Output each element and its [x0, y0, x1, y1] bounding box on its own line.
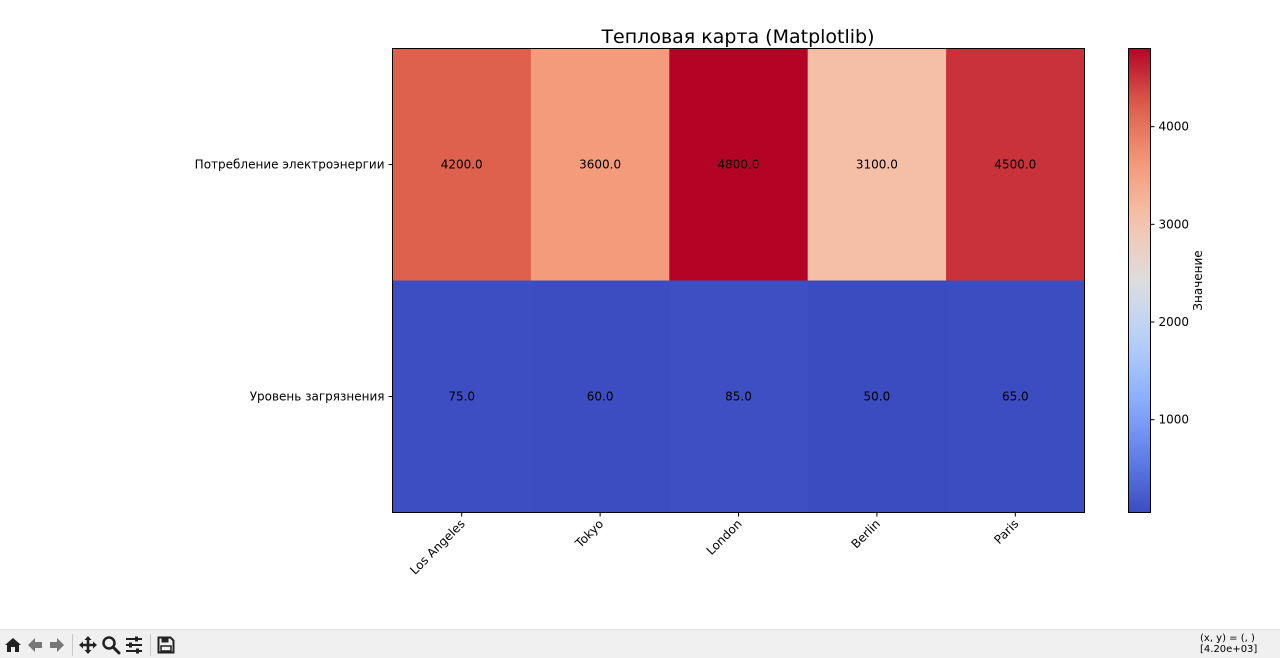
x-tick-label: Tokyo — [572, 517, 606, 551]
cell-labels: 4200.0 3600.0 4800.0 3100.0 4500.0 75.0 60.0 85… — [441, 158, 1037, 404]
home-icon — [5, 638, 21, 652]
cell-value-label: 3600.0 — [579, 158, 621, 172]
heatmap-cell — [946, 280, 1085, 513]
y-tick-label: Потребление электроэнергии — [195, 158, 385, 172]
heatmap-cell — [807, 48, 947, 281]
colorbar-tick-label: 1000 — [1159, 413, 1190, 427]
cell-value-label: 65.0 — [1002, 390, 1029, 404]
colorbar-tick-label: 3000 — [1159, 217, 1190, 231]
heatmap-cell — [669, 48, 809, 281]
value-readout: [4.20e+03] — [1200, 644, 1258, 655]
cell-value-label: 75.0 — [448, 390, 475, 404]
configure-subplots-button[interactable] — [124, 635, 144, 655]
colorbar-tick-label: 2000 — [1159, 315, 1190, 329]
arrow-left-icon — [28, 638, 42, 652]
colorbar-tick-label: 4000 — [1159, 120, 1190, 134]
x-tick-label: Los Angeles — [407, 517, 468, 578]
x-tick-label: London — [704, 517, 745, 558]
heatmap-cell — [807, 280, 947, 513]
colorbar-gradient — [1128, 48, 1151, 513]
heatmap-chart: Тепловая карта (Matplotlib) 4200.0 3600.0… — [195, 26, 1205, 578]
cell-value-label: 50.0 — [864, 390, 891, 404]
chart-title: Тепловая карта (Matplotlib) — [600, 26, 874, 48]
home-button[interactable] — [3, 635, 23, 655]
save-button[interactable] — [156, 635, 176, 655]
pan-button[interactable] — [78, 635, 98, 655]
heatmap-cell — [530, 280, 670, 513]
colorbar-label: Значение — [1191, 250, 1205, 310]
floppy-disk-icon — [157, 636, 175, 654]
cursor-coordinates: (x, y) = (, ) [4.20e+03] — [1200, 633, 1270, 655]
heatmap-cell — [946, 48, 1085, 281]
move-icon — [79, 636, 97, 654]
toolbar-separator — [150, 634, 151, 656]
arrow-right-icon — [50, 638, 64, 652]
figure: Тепловая карта (Matplotlib) 4200.0 3600.0… — [195, 26, 1205, 578]
x-tick-label: Paris — [991, 517, 1021, 547]
toolbar-separator — [72, 634, 73, 656]
cell-value-label: 4500.0 — [994, 158, 1036, 172]
cell-value-label: 60.0 — [587, 390, 614, 404]
forward-button[interactable] — [47, 635, 67, 655]
y-axis: Потребление электроэнергии Уровень загряз… — [195, 158, 393, 404]
back-button[interactable] — [25, 635, 45, 655]
x-tick-label: Berlin — [848, 517, 883, 552]
colorbar: 1000 2000 3000 4000 Значение — [1128, 48, 1205, 513]
heatmap-cell — [530, 48, 670, 281]
magnifier-icon — [102, 636, 121, 655]
coordinate-readout: (x, y) = (, ) — [1200, 633, 1255, 644]
zoom-button[interactable] — [101, 635, 121, 655]
y-tick-label: Уровень загрязнения — [250, 390, 385, 404]
navigation-toolbar: (x, y) = (, ) [4.20e+03] — [0, 629, 1280, 658]
cell-value-label: 85.0 — [725, 390, 752, 404]
colorbar-frame — [1128, 48, 1151, 513]
sliders-icon — [126, 636, 142, 654]
cell-value-label: 4200.0 — [441, 158, 483, 172]
heatmap-cell — [392, 280, 532, 513]
cell-value-label: 4800.0 — [718, 158, 760, 172]
x-axis: Los Angeles Tokyo London Berlin Paris — [407, 512, 1021, 578]
heatmap-cells — [392, 48, 1085, 513]
cell-value-label: 3100.0 — [856, 158, 898, 172]
heatmap-cell — [669, 280, 809, 513]
heatmap-cell — [392, 48, 532, 281]
